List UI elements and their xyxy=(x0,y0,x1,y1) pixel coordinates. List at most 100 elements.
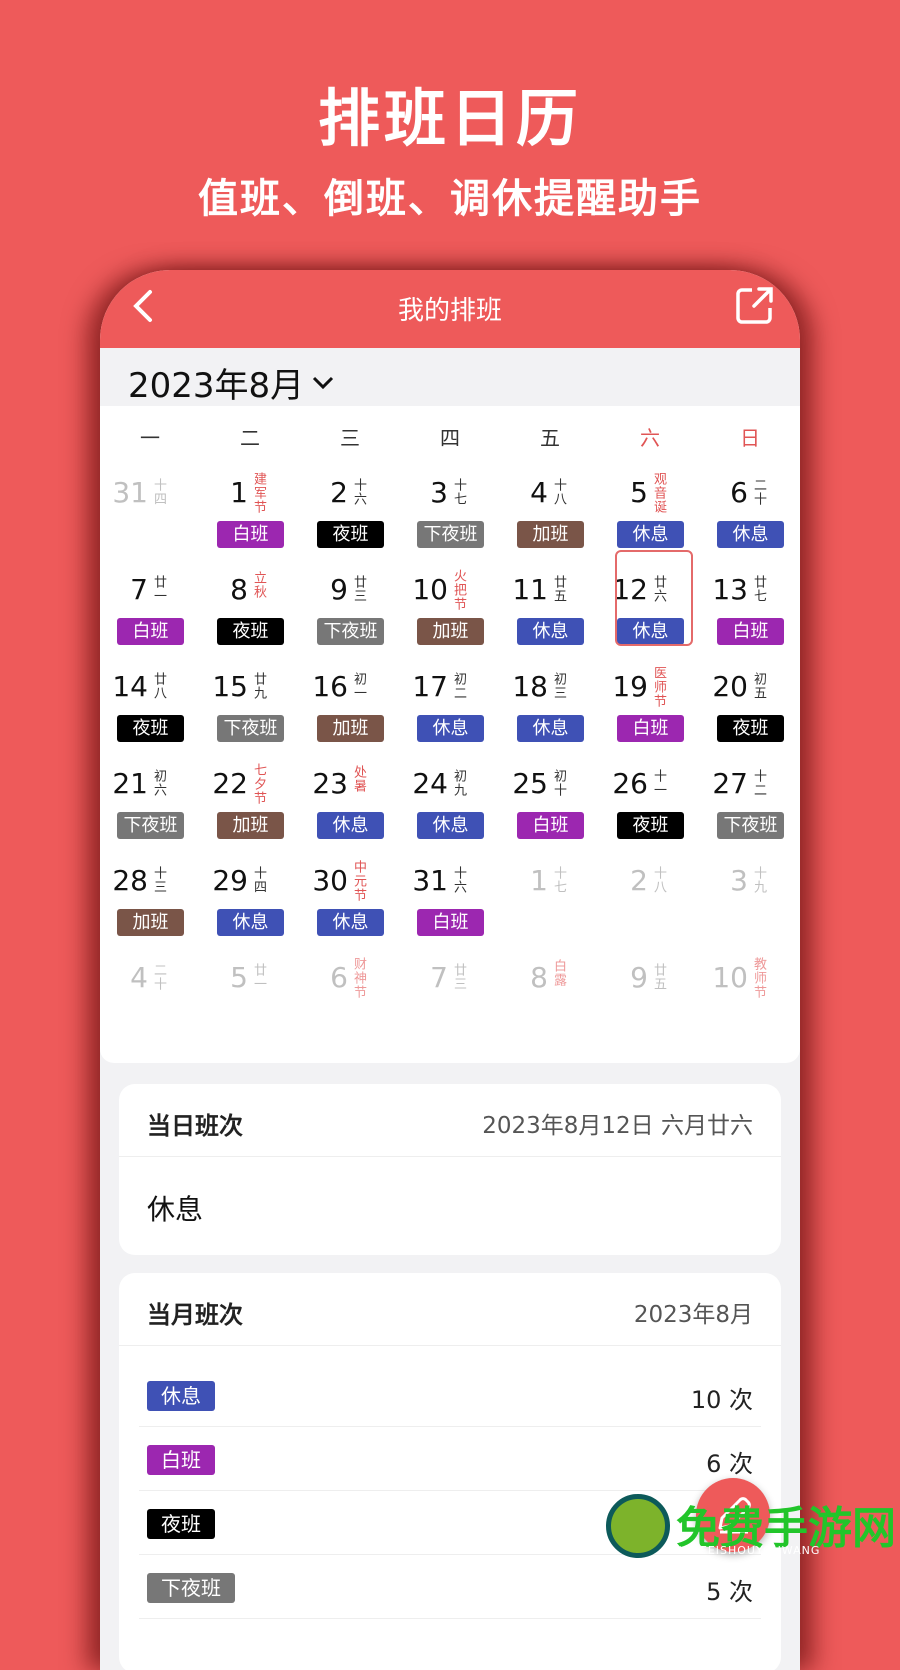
chevron-left-icon[interactable] xyxy=(126,286,162,326)
shift-count-row: 夜班 xyxy=(139,1491,761,1555)
calendar-day[interactable]: 7 廿一 白班 xyxy=(100,555,200,652)
shift-badge: 下夜班 xyxy=(717,812,784,839)
watermark: 免费手游网 MIANFEISHOUYOUWANG xyxy=(606,1494,900,1566)
lunar-date: 十九 xyxy=(751,866,766,894)
calendar-day[interactable]: 3 十七 下夜班 xyxy=(400,458,500,555)
calendar-day[interactable]: 8 白露 xyxy=(500,943,600,1040)
calendar-day[interactable]: 17 初二 休息 xyxy=(400,652,500,749)
shift-badge: 休息 xyxy=(147,1381,215,1411)
calendar-day[interactable]: 28 十三 加班 xyxy=(100,846,200,943)
festival-label: 观音诞 xyxy=(651,472,666,514)
day-number: 25 xyxy=(512,767,548,800)
day-number: 17 xyxy=(412,670,448,703)
calendar-day[interactable]: 31 十四 xyxy=(100,458,200,555)
calendar-day[interactable]: 9 廿三 下夜班 xyxy=(300,555,400,652)
shift-count: 10 次 xyxy=(690,1386,753,1414)
day-number: 1 xyxy=(230,476,248,509)
day-number: 19 xyxy=(612,670,648,703)
lunar-date: 廿七 xyxy=(751,575,766,603)
shift-badge: 夜班 xyxy=(617,812,684,839)
calendar-day[interactable]: 3 十九 xyxy=(700,846,800,943)
day-number: 28 xyxy=(112,864,148,897)
external-share-icon[interactable] xyxy=(734,284,776,326)
calendar-day[interactable]: 4 二十 xyxy=(100,943,200,1040)
lunar-date: 十八 xyxy=(551,478,566,506)
shift-badge: 下夜班 xyxy=(117,812,184,839)
lunar-date: 廿九 xyxy=(251,672,266,700)
calendar-day[interactable]: 11 廿五 休息 xyxy=(500,555,600,652)
day-number: 14 xyxy=(112,670,148,703)
shift-badge: 夜班 xyxy=(717,715,784,742)
calendar-day[interactable]: 29 十四 休息 xyxy=(200,846,300,943)
calendar-day[interactable]: 10 火把节 加班 xyxy=(400,555,500,652)
calendar-day[interactable]: 5 观音诞 休息 xyxy=(600,458,700,555)
day-number: 11 xyxy=(512,573,548,606)
calendar-day[interactable]: 25 初十 白班 xyxy=(500,749,600,846)
day-number: 5 xyxy=(630,476,648,509)
edit-fab-button[interactable] xyxy=(696,1478,770,1552)
lunar-date: 十三 xyxy=(151,866,166,894)
calendar-day[interactable]: 5 廿一 xyxy=(200,943,300,1040)
calendar-day[interactable]: 13 廿七 白班 xyxy=(700,555,800,652)
weekday-header: 三 xyxy=(340,426,360,450)
calendar-day[interactable]: 12 廿六 休息 xyxy=(600,550,700,652)
calendar-day[interactable]: 21 初六 下夜班 xyxy=(100,749,200,846)
festival-label: 教师节 xyxy=(751,957,766,999)
day-number: 22 xyxy=(212,767,248,800)
festival-label: 财神节 xyxy=(351,957,366,999)
day-number: 10 xyxy=(712,961,748,994)
weekday-header: 一 xyxy=(140,426,160,450)
lunar-date: 廿一 xyxy=(151,575,166,603)
day-number: 7 xyxy=(130,573,148,606)
shift-badge: 下夜班 xyxy=(217,715,284,742)
day-number: 2 xyxy=(330,476,348,509)
shift-badge: 加班 xyxy=(317,715,384,742)
month-label: 2023年8月 xyxy=(128,366,305,406)
calendar-day[interactable]: 26 十一 夜班 xyxy=(600,749,700,846)
calendar-day[interactable]: 24 初九 休息 xyxy=(400,749,500,846)
calendar-day[interactable]: 20 初五 夜班 xyxy=(700,652,800,749)
shift-badge: 白班 xyxy=(717,618,784,645)
calendar-day[interactable]: 4 十八 加班 xyxy=(500,458,600,555)
month-picker[interactable]: 2023年8月 xyxy=(128,358,334,407)
day-number: 8 xyxy=(530,961,548,994)
calendar-day[interactable]: 1 十七 xyxy=(500,846,600,943)
day-number: 15 xyxy=(212,670,248,703)
day-number: 21 xyxy=(112,767,148,800)
day-number: 9 xyxy=(630,961,648,994)
shift-count-row: 白班 6 次 xyxy=(139,1427,761,1491)
day-number: 29 xyxy=(212,864,248,897)
shift-count: 6 次 xyxy=(706,1450,753,1478)
calendar-day[interactable]: 6 二十 休息 xyxy=(700,458,800,555)
calendar-day[interactable]: 30 中元节 休息 xyxy=(300,846,400,943)
calendar-day[interactable]: 9 廿五 xyxy=(600,943,700,1040)
festival-label: 火把节 xyxy=(451,569,466,611)
shift-count: 5 次 xyxy=(706,1578,753,1606)
calendar-day[interactable]: 10 教师节 xyxy=(700,943,800,1040)
calendar-day[interactable]: 8 立秋 夜班 xyxy=(200,555,300,652)
calendar-day[interactable]: 14 廿八 夜班 xyxy=(100,652,200,749)
calendar-day[interactable]: 18 初三 休息 xyxy=(500,652,600,749)
calendar-day[interactable]: 31 十六 白班 xyxy=(400,846,500,943)
calendar-day[interactable]: 1 建军节 白班 xyxy=(200,458,300,555)
festival-label: 七夕节 xyxy=(251,763,266,805)
shift-badge: 休息 xyxy=(417,715,484,742)
calendar-day[interactable]: 2 十八 xyxy=(600,846,700,943)
calendar-day[interactable]: 2 十六 夜班 xyxy=(300,458,400,555)
lunar-date: 二十 xyxy=(151,963,166,991)
lunar-date: 十六 xyxy=(351,478,366,506)
calendar-day[interactable]: 19 医师节 白班 xyxy=(600,652,700,749)
calendar-day[interactable]: 7 廿三 xyxy=(400,943,500,1040)
lunar-date: 廿五 xyxy=(551,575,566,603)
calendar-day[interactable]: 27 十二 下夜班 xyxy=(700,749,800,846)
calendar-day[interactable]: 23 处暑 休息 xyxy=(300,749,400,846)
shift-badge: 夜班 xyxy=(217,618,284,645)
lunar-date: 初十 xyxy=(551,769,566,797)
shift-badge: 下夜班 xyxy=(317,618,384,645)
lunar-date: 廿一 xyxy=(251,963,266,991)
calendar-day[interactable]: 6 财神节 xyxy=(300,943,400,1040)
calendar-day[interactable]: 16 初一 加班 xyxy=(300,652,400,749)
day-number: 18 xyxy=(512,670,548,703)
calendar-day[interactable]: 22 七夕节 加班 xyxy=(200,749,300,846)
calendar-day[interactable]: 15 廿九下夜班 xyxy=(200,652,300,749)
